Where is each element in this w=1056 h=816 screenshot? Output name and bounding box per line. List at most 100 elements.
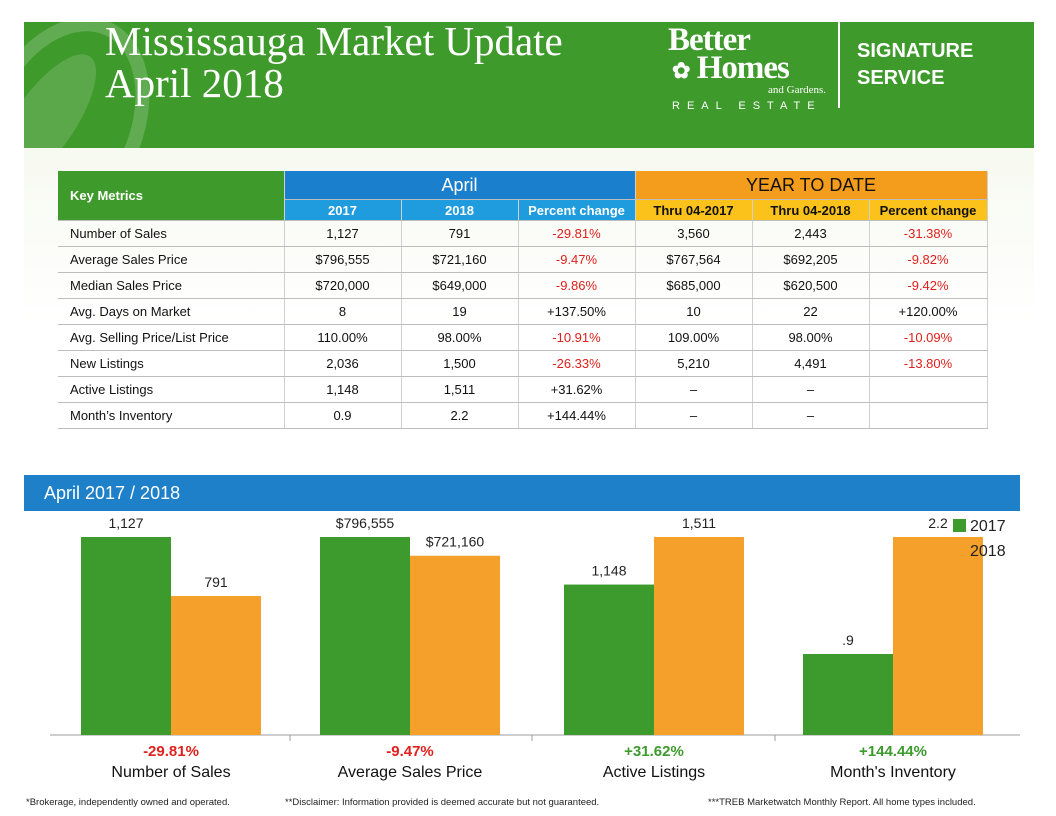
category-label: Average Sales Price [338,764,483,781]
table-cell: -26.33% [518,350,636,377]
title-line-1: Mississauga Market Update [105,18,563,64]
table-cell: +137.50% [518,298,636,325]
chart-section-title: April 2017 / 2018 [44,483,181,503]
table-cell: -10.91% [518,324,636,351]
col-header: Percent change [518,199,636,221]
chart-section-header: April 2017 / 2018 [24,475,1020,511]
table-cell: -9.86% [518,272,636,299]
table-cell: $721,160 [401,246,519,273]
row-label: Median Sales Price [58,272,285,299]
key-metrics-header: Key Metrics [58,171,285,221]
table-row: Avg. Selling Price/List Price 110.00% 98.0… [58,324,988,351]
table-cell: -9.42% [869,272,988,299]
table-row: Avg. Days on Market 8 19 +137.50% 10 22 +120.0… [58,298,988,325]
table-cell: $720,000 [284,272,402,299]
signature-service: SIGNATURE SERVICE [857,38,973,92]
table-cell: 109.00% [635,324,753,351]
table-row: Month’s Inventory 0.9 2.2 +144.44% – – [58,402,988,429]
footnote-2: **Disclaimer: Information provided is de… [285,797,600,808]
april-header: April [284,171,636,200]
table-cell: -13.80% [869,350,988,377]
table-cell: – [752,376,870,403]
bar-2017 [803,654,893,735]
footnote-1: *Brokerage, independently owned and oper… [26,797,230,808]
table-cell: -9.47% [518,246,636,273]
table-cell: 1,511 [401,376,519,403]
table-row: Active Listings 1,148 1,511 +31.62% – – [58,376,988,403]
table-cell [869,402,988,429]
leaf-icon: ✿ [672,58,690,83]
bar-2018 [893,537,983,735]
table-cell: -9.82% [869,246,988,273]
table-cell: $685,000 [635,272,753,299]
table-cell: 5,210 [635,350,753,377]
percent-change-label: +144.44% [859,743,927,760]
col-header: Thru 04-2017 [635,199,753,221]
data-label: 791 [204,574,228,590]
row-label: Number of Sales [58,220,285,247]
footnote-3: ***TREB Marketwatch Monthly Report. All … [708,797,976,808]
col-header: 2017 [284,199,402,221]
row-label: Avg. Days on Market [58,298,285,325]
table-cell: +120.00% [869,298,988,325]
table-cell: 1,127 [284,220,402,247]
table-cell: $796,555 [284,246,402,273]
table-cell: – [635,376,753,403]
table-cell: 10 [635,298,753,325]
header-banner [24,22,1034,148]
data-label: $721,160 [426,534,485,550]
table-cell: 110.00% [284,324,402,351]
table-cell: $649,000 [401,272,519,299]
category-label: Month's Inventory [830,764,956,781]
table-cell: 0.9 [284,402,402,429]
col-header: Percent change [869,199,988,221]
table-row: Average Sales Price $796,555 $721,160 -9.47… [58,246,988,273]
table-cell: – [752,402,870,429]
table-cell: 3,560 [635,220,753,247]
data-label: 1,148 [591,563,626,579]
table-cell: 2,036 [284,350,402,377]
row-label: Average Sales Price [58,246,285,273]
legend-label: 2018 [970,543,1006,560]
table-cell: $692,205 [752,246,870,273]
table-cell: 1,148 [284,376,402,403]
percent-change-label: -9.47% [386,743,434,760]
table-cell: +144.44% [518,402,636,429]
legend-swatch-2018 [953,544,966,557]
col-header: Thru 04-2018 [752,199,870,221]
table-row: New Listings 2,036 1,500 -26.33% 5,210 4,491-… [58,350,988,377]
signature-line-2: SERVICE [857,67,945,89]
logo-line-3: and Gardens. [768,84,827,96]
logo-line-4: REAL ESTATE [672,100,822,112]
table-cell: $620,500 [752,272,870,299]
bar-2018 [654,537,744,735]
table-cell: 791 [401,220,519,247]
row-label: Active Listings [58,376,285,403]
legend-swatch-2017 [953,519,966,532]
legend-label: 2017 [970,518,1006,535]
title-line-2: April 2018 [105,60,284,106]
percent-change-label: +31.62% [624,743,684,760]
bar-2017 [564,584,654,735]
metrics-table: Key Metrics April YEAR TO DATE 2017 2018… [58,171,988,429]
data-label: 1,127 [108,515,143,531]
table-cell: 98.00% [401,324,519,351]
table-row: Median Sales Price $720,000 $649,000 -9.86%… [58,272,988,299]
table-cell: 19 [401,298,519,325]
data-label: 2.2 [928,515,948,531]
logo-line-1: Better [668,22,751,58]
logo-line-2: ✿ Homes [672,50,790,87]
row-label: Avg. Selling Price/List Price [58,324,285,351]
table-cell: – [635,402,753,429]
table-cell: 2.2 [401,402,519,429]
bar-2018 [171,596,261,735]
percent-change-label: -29.81% [143,743,199,760]
table-cell: 8 [284,298,402,325]
bar-2017 [81,537,171,735]
table-cell: -10.09% [869,324,988,351]
table-cell: $767,564 [635,246,753,273]
data-label: .9 [842,632,854,648]
category-label: Active Listings [603,764,705,781]
ytd-header: YEAR TO DATE [635,171,988,200]
row-label: Month’s Inventory [58,402,285,429]
